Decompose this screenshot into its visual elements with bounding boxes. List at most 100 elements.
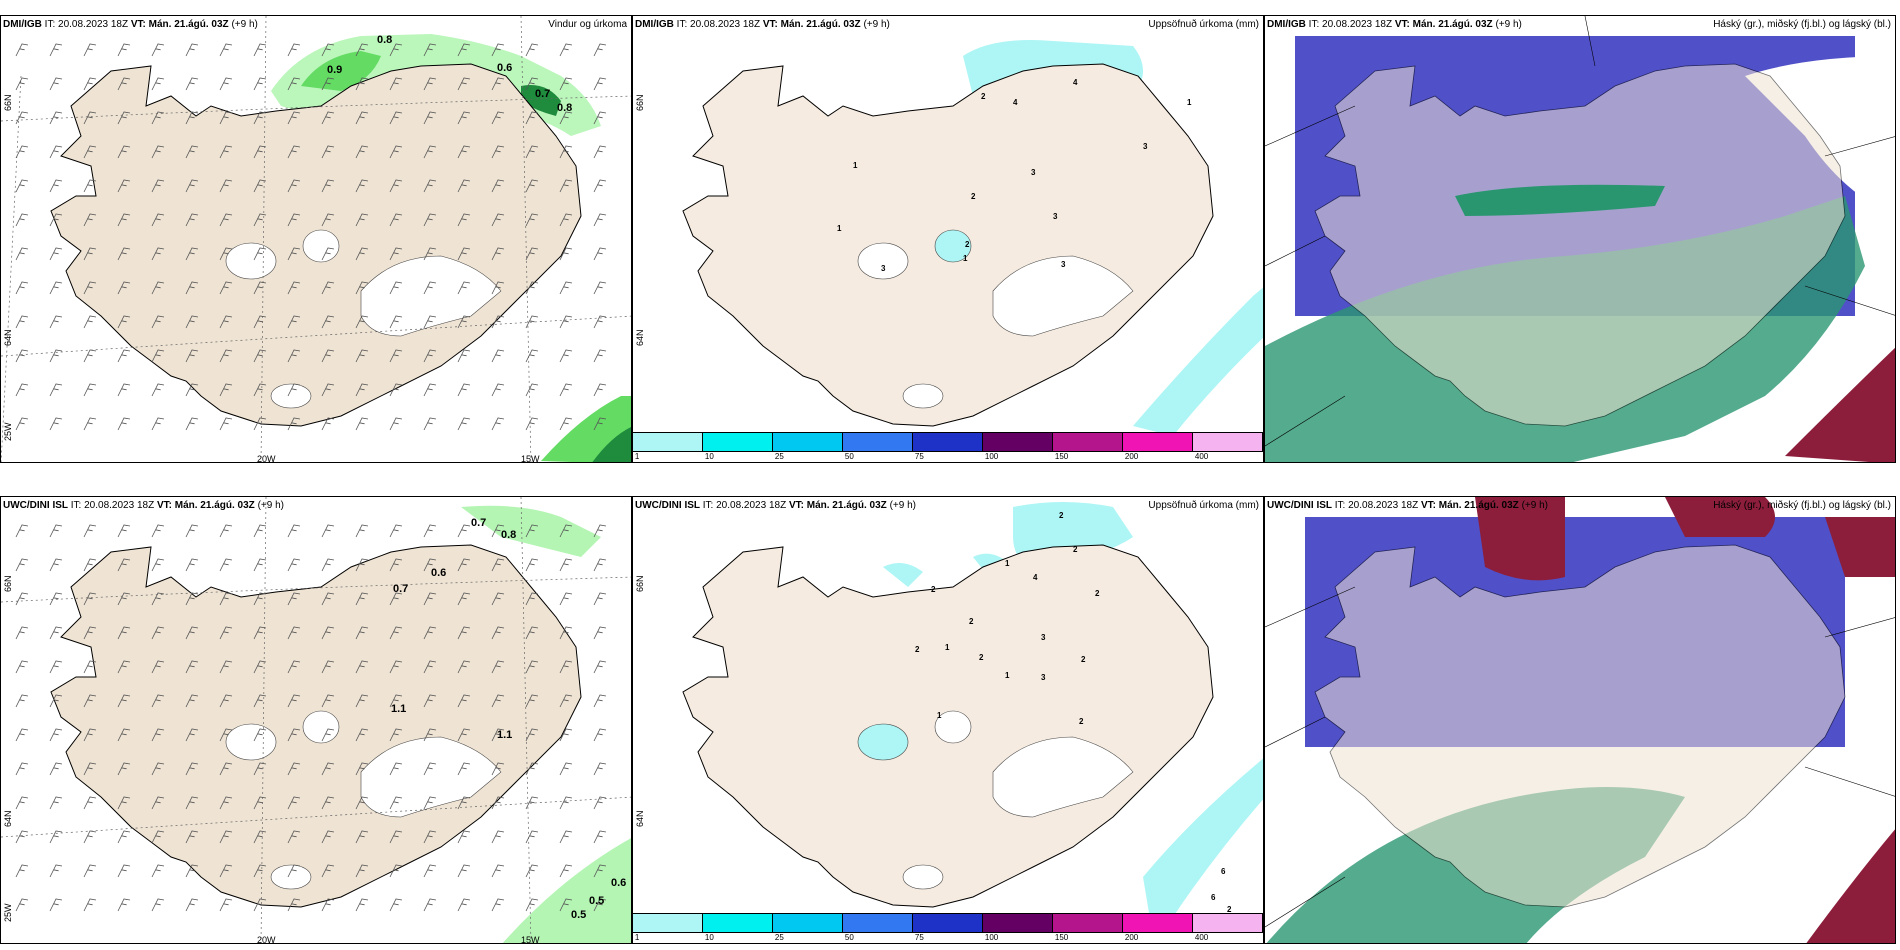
it-value: 20.08.2023 18Z [84, 500, 155, 511]
wind-barb [593, 558, 607, 572]
wind-barb [49, 247, 63, 261]
it-value: 20.08.2023 18Z [1322, 19, 1393, 30]
wind-barb [457, 626, 471, 640]
wind-barb [423, 43, 437, 57]
wind-barb [321, 213, 335, 227]
wind-barb [49, 626, 63, 640]
wind-barb [83, 315, 97, 329]
wind-barb [287, 898, 301, 912]
wind-barb [457, 762, 471, 776]
wind-barb [423, 111, 437, 125]
colorbar-cell [773, 914, 843, 932]
lead-time: (+9 h) [863, 19, 890, 30]
wind-barb [491, 247, 505, 261]
wind-barb [389, 247, 403, 261]
wind-barb [355, 626, 369, 640]
panel-title: Uppsöfnuð úrkoma (mm) [1148, 19, 1259, 30]
wind-barb [185, 694, 199, 708]
lat-tick: 64N [3, 810, 13, 827]
precip-label: 0.8 [377, 34, 393, 46]
wind-barb [389, 43, 403, 57]
wind-barb [355, 179, 369, 193]
wind-barb [15, 524, 29, 538]
wind-barb [287, 315, 301, 329]
wind-barb [185, 898, 199, 912]
wind-barb [253, 558, 267, 572]
vt-value: Mán. 21.ágú. 03Z [1412, 19, 1493, 30]
wind-barb [491, 43, 505, 57]
wind-barb [117, 660, 131, 674]
wind-barb [525, 558, 539, 572]
wind-barb [457, 796, 471, 810]
panel-header: UWC/DINI ISL IT: 20.08.2023 18Z VT: Mán.… [1267, 500, 1548, 511]
colorbar-label: 400 [1194, 933, 1209, 942]
wind-barb [83, 796, 97, 810]
wind-barb [559, 111, 573, 125]
wind-barb [117, 524, 131, 538]
wind-barb [151, 592, 165, 606]
colorbar-label: 10 [704, 452, 714, 461]
colorbar-cell [843, 914, 913, 932]
wind-barb [185, 864, 199, 878]
wind-barb [321, 660, 335, 674]
wind-barb [423, 558, 437, 572]
precip-label: 0.6 [611, 877, 627, 889]
it-value: 20.08.2023 18Z [716, 500, 787, 511]
wind-barb [117, 43, 131, 57]
wind-barb [491, 626, 505, 640]
wind-barb [117, 145, 131, 159]
wind-barb [321, 762, 335, 776]
colorbar-label: 150 [1054, 933, 1069, 942]
colorbar-label: 150 [1054, 452, 1069, 461]
wind-barb [491, 898, 505, 912]
wind-barb [287, 349, 301, 363]
wind-barb [151, 111, 165, 125]
wind-barb [457, 898, 471, 912]
wind-barb [151, 179, 165, 193]
wind-barb [83, 830, 97, 844]
wind-barb [525, 660, 539, 674]
wind-barb [559, 383, 573, 397]
model-name: DMI/IGB [3, 19, 42, 30]
wind-barb [151, 762, 165, 776]
wind-barb [15, 898, 29, 912]
wind-barb [219, 383, 233, 397]
wind-barb [321, 77, 335, 91]
wind-barb [321, 592, 335, 606]
lon-tick: 20W [257, 935, 276, 944]
wind-barb [593, 315, 607, 329]
wind-barb [219, 864, 233, 878]
wind-barb [117, 77, 131, 91]
vt-value: Mán. 21.ágú. 03Z [806, 500, 887, 511]
wind-barb [253, 179, 267, 193]
wind-barb [389, 626, 403, 640]
precip-label: 2 [1227, 905, 1232, 914]
wind-barb [117, 796, 131, 810]
wind-barb [151, 728, 165, 742]
wind-barb [151, 213, 165, 227]
wind-barb [219, 558, 233, 572]
colorbar-label: 25 [774, 933, 784, 942]
wind-barb [253, 417, 267, 431]
precip-label: 2 [969, 617, 974, 626]
wind-barb [151, 247, 165, 261]
wind-barb [457, 349, 471, 363]
wind-barb [593, 43, 607, 57]
wind-barb [525, 830, 539, 844]
wind-barb [491, 213, 505, 227]
wind-barb [219, 247, 233, 261]
wind-barb [151, 315, 165, 329]
wind-barb [219, 349, 233, 363]
wind-barb [185, 796, 199, 810]
wind-barb [389, 111, 403, 125]
wind-barb [151, 417, 165, 431]
map-precip-dmi [633, 16, 1263, 462]
lon-tick: 25W [3, 903, 13, 922]
wind-barb [525, 417, 539, 431]
wind-barb [151, 281, 165, 295]
vt-label: VT: [1420, 500, 1436, 511]
wind-barb [15, 694, 29, 708]
wind-barb [15, 111, 29, 125]
wind-barb [219, 830, 233, 844]
wind-barb [355, 281, 369, 295]
